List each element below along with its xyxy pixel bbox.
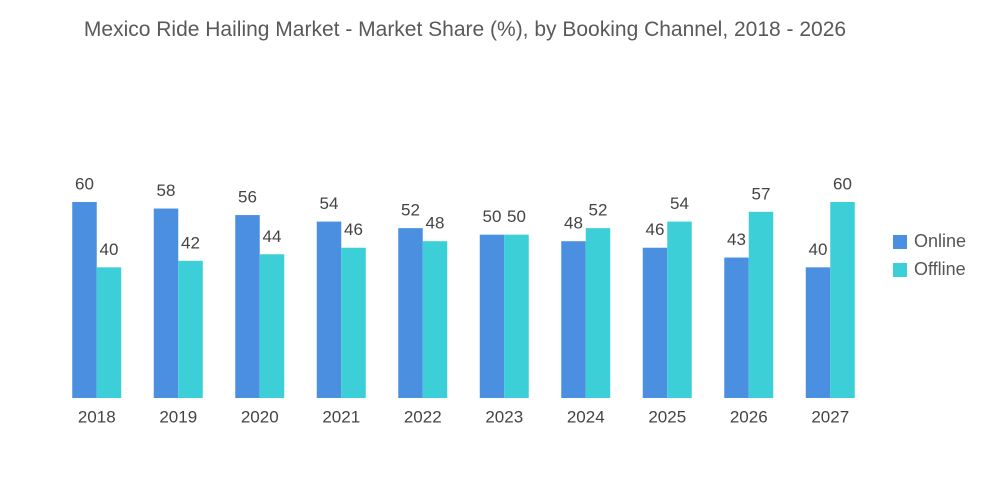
bar [96, 267, 122, 398]
data-label: 42 [181, 233, 200, 252]
x-tick-label: 2021 [322, 407, 360, 426]
x-tick-label: 2020 [241, 407, 279, 426]
bar [667, 221, 692, 398]
bar [748, 211, 774, 398]
bar [235, 215, 260, 398]
bar [398, 228, 423, 398]
bar [422, 241, 448, 398]
data-label: 46 [646, 220, 665, 239]
data-label: 40 [809, 240, 828, 259]
legend-swatch [893, 263, 907, 277]
bar [259, 254, 285, 398]
bar [642, 247, 668, 398]
chart-title: Mexico Ride Hailing Market - Market Shar… [83, 18, 847, 41]
data-label: 52 [401, 201, 420, 220]
data-label: 60 [833, 174, 852, 193]
legend-swatch [893, 235, 907, 249]
data-label: 50 [507, 207, 526, 226]
bar [479, 234, 505, 398]
x-tick-label: 2027 [811, 407, 849, 426]
bar [153, 208, 179, 398]
bar [805, 267, 831, 398]
legend-label: Online [914, 231, 966, 251]
data-label: 57 [752, 184, 771, 203]
x-tick-label: 2018 [78, 407, 116, 426]
bar [830, 202, 855, 398]
data-label: 48 [564, 214, 583, 233]
legend-label: Offline [914, 259, 966, 279]
x-tick-label: 2023 [485, 407, 523, 426]
bar [585, 228, 611, 398]
bar [341, 247, 366, 398]
data-label: 50 [483, 207, 502, 226]
bar [72, 202, 97, 398]
x-tick-label: 2026 [730, 407, 768, 426]
bar [178, 260, 203, 398]
x-tick-label: 2019 [159, 407, 197, 426]
x-tick-label: 2022 [404, 407, 442, 426]
data-label: 58 [157, 181, 176, 200]
data-label: 56 [238, 188, 257, 207]
bar [504, 234, 529, 398]
data-label: 43 [727, 230, 746, 249]
data-label: 46 [344, 220, 363, 239]
bar [316, 221, 342, 398]
x-tick-label: 2024 [567, 407, 605, 426]
bar [724, 257, 749, 398]
data-label: 48 [426, 214, 445, 233]
x-tick-label: 2025 [648, 407, 686, 426]
bar [561, 241, 586, 398]
data-label: 44 [263, 227, 282, 246]
data-label: 40 [100, 240, 119, 259]
data-label: 52 [589, 201, 608, 220]
data-label: 60 [75, 174, 94, 193]
data-label: 54 [320, 194, 339, 213]
data-label: 54 [670, 194, 689, 213]
